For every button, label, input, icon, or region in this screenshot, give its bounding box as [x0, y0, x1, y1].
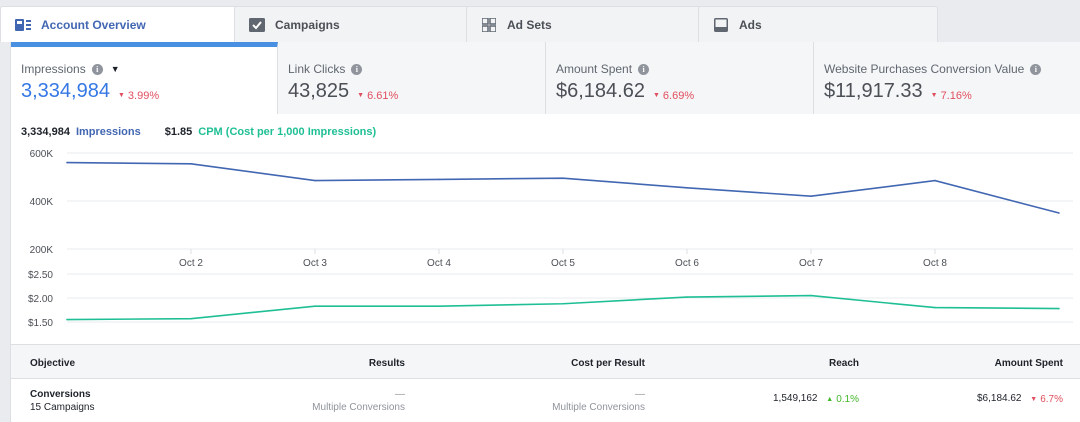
- row-reach: 1,549,162: [772, 393, 818, 404]
- impressions-point: [1058, 212, 1060, 214]
- tab-label: Ads: [739, 17, 762, 32]
- info-icon[interactable]: i: [1030, 63, 1042, 75]
- chart-legend: 3,334,984 Impressions $1.85 CPM (Cost pe…: [21, 126, 376, 138]
- row-cost: —: [635, 389, 645, 400]
- down-arrow-icon: ▼: [357, 92, 365, 99]
- table-row[interactable]: Conversions 15 Campaigns — Multiple Conv…: [11, 379, 1080, 422]
- cpm-point: [1058, 307, 1060, 310]
- metric-delta: 3.99%: [127, 89, 160, 102]
- down-arrow-icon: ▼: [930, 92, 938, 99]
- y-tick-label: $1.50: [28, 318, 53, 329]
- performance-chart: 600K 400K 200K Oct 2 Oct 3 Oct 4 Oct 5 Oct 6 Oct…: [28, 149, 1073, 329]
- metric-delta: 6.61%: [367, 89, 399, 102]
- metric-label: Amount Spent: [556, 62, 633, 76]
- cpm-series-line: [66, 294, 1060, 321]
- dropdown-caret-icon[interactable]: ▼: [110, 64, 120, 74]
- row-cost-sub: Multiple Conversions: [552, 402, 645, 413]
- tab-label: Campaigns: [275, 17, 340, 32]
- cpm-point: [686, 296, 688, 298]
- row-objective[interactable]: Conversions: [30, 389, 91, 400]
- impressions-point: [438, 178, 440, 181]
- metric-amount-spent[interactable]: Amount Spent i $6,184.62 ▼ 6.69%: [546, 42, 814, 114]
- results-table: Objective Results Cost per Result Reach …: [11, 344, 1080, 422]
- y-tick-label: $2.00: [28, 294, 53, 305]
- legend-impressions-label: Impressions: [75, 126, 141, 138]
- cpm-point: [934, 306, 936, 309]
- legend-cpm-value: $1.85: [164, 126, 193, 138]
- metric-delta: 6.69%: [662, 89, 695, 102]
- row-objective-sub: 15 Campaigns: [30, 402, 95, 413]
- row-results-sub: Multiple Conversions: [312, 402, 405, 413]
- tab-label: Account Overview: [41, 17, 146, 32]
- x-tick-label: Oct 3: [303, 258, 327, 269]
- metrics-row: Impressions i ▼ 3,334,984 ▼ 3.99% Link Cl…: [11, 42, 1080, 114]
- ads-icon: [713, 17, 729, 32]
- info-icon[interactable]: i: [351, 63, 363, 75]
- tab-ad-sets[interactable]: Ad Sets: [466, 6, 702, 42]
- header-cost-per-result[interactable]: Cost per Result: [571, 358, 645, 369]
- impressions-point: [810, 195, 812, 197]
- info-icon[interactable]: i: [638, 63, 650, 75]
- x-tick-label: Oct 4: [427, 258, 451, 269]
- campaigns-icon: [249, 17, 265, 32]
- down-arrow-icon: ▼: [652, 92, 660, 99]
- header-amount-spent[interactable]: Amount Spent: [994, 358, 1063, 369]
- metric-value: $6,184.62: [556, 80, 645, 102]
- x-tick-label: Oct 8: [923, 258, 947, 269]
- y-tick-label: 400K: [30, 197, 54, 208]
- down-arrow-icon: ▼: [117, 92, 125, 99]
- x-tick-label: Oct 6: [675, 258, 699, 269]
- down-arrow-icon: ▼: [1030, 396, 1038, 403]
- impressions-series-line: [66, 161, 1060, 214]
- tab-account-overview[interactable]: Account Overview: [0, 6, 246, 42]
- table-header: Objective Results Cost per Result Reach …: [11, 345, 1080, 379]
- tab-ads[interactable]: Ads: [698, 6, 938, 42]
- tab-label: Ad Sets: [507, 17, 552, 32]
- cpm-point: [190, 317, 192, 320]
- y-tick-label: $2.50: [28, 270, 53, 281]
- impressions-point: [686, 187, 688, 189]
- row-spent-delta: 6.7%: [1040, 394, 1063, 405]
- tab-campaigns[interactable]: Campaigns: [234, 6, 470, 42]
- tab-bar: Account Overview Campaigns Ad Sets Ads: [0, 0, 1080, 42]
- header-results[interactable]: Results: [368, 358, 405, 369]
- cpm-point: [810, 294, 812, 297]
- cpm-point: [314, 305, 316, 307]
- x-tick-label: Oct 7: [799, 258, 823, 269]
- x-tick-label: Oct 2: [179, 258, 203, 269]
- cpm-point: [66, 318, 68, 321]
- row-results: —: [395, 389, 405, 400]
- metric-value: $11,917.33: [824, 80, 923, 102]
- up-arrow-icon: ▲: [826, 396, 834, 403]
- cpm-point: [438, 305, 440, 307]
- legend-impressions-value: 3,334,984: [21, 126, 70, 138]
- row-reach-delta: 0.1%: [836, 394, 859, 405]
- impressions-point: [314, 179, 316, 182]
- y-tick-label: 600K: [30, 149, 54, 160]
- header-objective[interactable]: Objective: [30, 358, 76, 369]
- impressions-point: [562, 177, 564, 179]
- header-reach[interactable]: Reach: [828, 358, 859, 369]
- metric-label: Link Clicks: [288, 62, 346, 76]
- metric-delta: 7.16%: [940, 89, 972, 102]
- info-icon[interactable]: i: [91, 63, 103, 75]
- cpm-point: [562, 302, 564, 305]
- ad-sets-icon: [481, 17, 497, 32]
- metric-value: 3,334,984: [21, 80, 110, 102]
- account-overview-icon: [15, 18, 31, 32]
- legend-cpm-label: CPM (Cost per 1,000 Impressions): [198, 126, 377, 138]
- x-tick-label: Oct 5: [551, 258, 575, 269]
- row-spent: $6,184.62: [976, 393, 1022, 404]
- impressions-point: [66, 161, 68, 164]
- y-tick-label: 200K: [30, 245, 54, 256]
- metric-impressions[interactable]: Impressions i ▼ 3,334,984 ▼ 3.99%: [11, 42, 278, 114]
- metric-label: Impressions: [21, 62, 86, 76]
- metric-label: Website Purchases Conversion Value: [824, 62, 1025, 76]
- metric-link-clicks[interactable]: Link Clicks i 43,825 ▼ 6.61%: [278, 42, 546, 114]
- account-overview-panel: Impressions i ▼ 3,334,984 ▼ 3.99% Link Cl…: [10, 42, 1080, 422]
- impressions-point: [934, 179, 936, 182]
- metric-website-purchases-conversion-value[interactable]: Website Purchases Conversion Value i $11…: [814, 42, 1080, 114]
- impressions-point: [190, 163, 192, 165]
- metric-value: 43,825: [288, 80, 350, 102]
